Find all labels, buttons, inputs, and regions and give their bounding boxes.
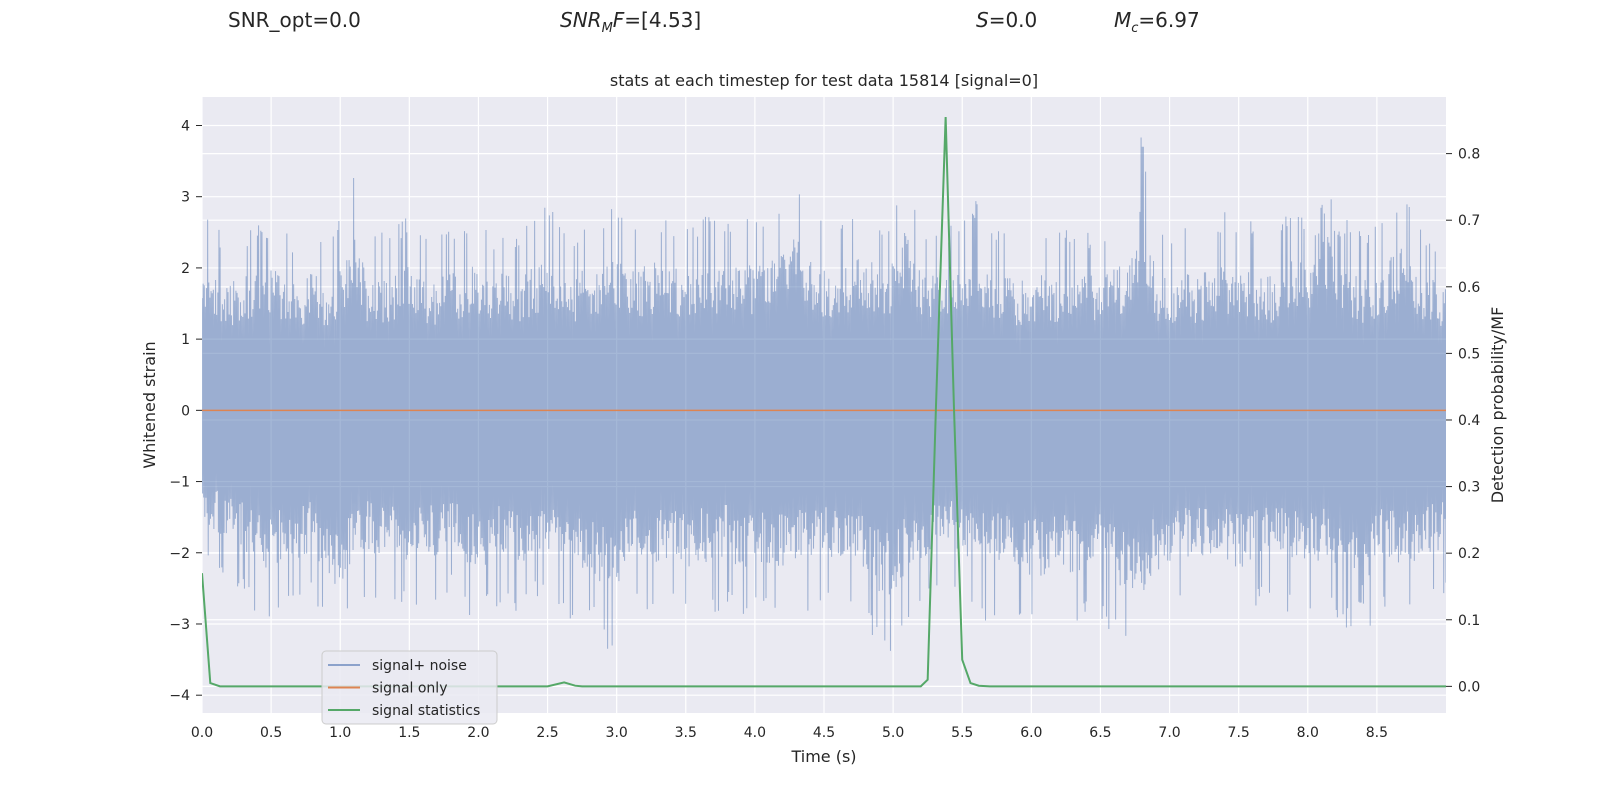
x-tick-label: 6.0 [1020,725,1042,741]
s-label: S=0.0 [976,8,1037,32]
x-tick-label: 3.5 [675,725,697,741]
y-right-axis-label: Detection probability/MF [1488,307,1507,504]
s-symbol: S [976,8,989,32]
x-tick-label: 1.5 [398,725,420,741]
x-tick-label: 7.5 [1228,725,1250,741]
y-right-tick-label: 0.7 [1458,213,1480,229]
y-axis-ticks: 4 3 2 1 0 −1 −2 −3 −4 [169,118,202,704]
y-tick-label: 3 [181,190,190,206]
snr-mf-label: SNRMF=[4.53] [560,8,701,36]
x-tick-label: 2.0 [467,725,489,741]
mc-value: =6.97 [1138,8,1200,32]
y-right-tick-label: 0.1 [1458,613,1480,629]
y-right-tick-label: 0.4 [1458,413,1480,429]
x-tick-label: 8.5 [1366,725,1388,741]
y-right-axis-ticks: 0.8 0.7 0.6 0.5 0.4 0.3 0.2 0.1 0.0 [1446,147,1480,695]
y-axis-label: Whitened strain [140,341,159,468]
x-tick-label: 4.5 [813,725,835,741]
legend-label: signal+ noise [372,658,467,674]
legend-label: signal statistics [372,703,480,719]
mc-subscript: c [1131,21,1139,36]
snr-mf-suffix: F [612,8,625,32]
y-right-tick-label: 0.6 [1458,280,1480,296]
y-tick-label: −1 [169,475,190,491]
x-tick-label: 2.5 [536,725,558,741]
y-right-tick-label: 0.0 [1458,679,1480,695]
y-tick-label: 0 [181,403,190,419]
legend: signal+ noise signal only signal statistic… [321,650,498,725]
x-axis-ticks: 0.0 0.5 1.0 1.5 2.0 2.5 3.0 3.5 4.0 4.5 5.0 5.5 6.0 6… [191,725,1388,741]
y-tick-label: 2 [181,261,190,277]
s-value: =0.0 [988,8,1038,32]
x-tick-label: 1.0 [329,725,351,741]
y-right-tick-label: 0.2 [1458,546,1480,562]
y-right-tick-label: 0.3 [1458,480,1480,496]
snr-mf-subscript: M [601,21,613,36]
y-right-tick-label: 0.8 [1458,147,1480,163]
x-tick-label: 8.0 [1297,725,1319,741]
series-signal-noise [202,137,1446,651]
x-tick-label: 4.0 [744,725,766,741]
y-right-tick-label: 0.5 [1458,346,1480,362]
x-axis-label: Time (s) [790,747,856,766]
snr-opt-text: SNR_opt=0.0 [228,8,361,32]
snr-mf-value: =[4.53] [624,8,702,32]
y-tick-label: −2 [169,546,190,562]
x-tick-label: 0.0 [191,725,213,741]
y-tick-label: 1 [181,332,190,348]
x-tick-label: 5.0 [882,725,904,741]
snr-mf-symbol: SNR [560,8,602,32]
x-tick-label: 3.0 [606,725,628,741]
y-tick-label: 4 [181,118,190,134]
mc-label: Mc=6.97 [1114,8,1200,36]
x-tick-label: 5.5 [951,725,973,741]
y-tick-label: −3 [169,617,190,633]
legend-box [321,650,498,725]
snr-opt-label: SNR_opt=0.0 [228,8,361,32]
chart-title: stats at each timestep for test data 158… [610,71,1038,90]
x-tick-label: 7.0 [1158,725,1180,741]
x-tick-label: 0.5 [260,725,282,741]
y-tick-label: −4 [169,688,190,704]
x-tick-label: 6.5 [1089,725,1111,741]
legend-label: signal only [372,681,447,697]
mc-symbol: M [1114,8,1132,32]
